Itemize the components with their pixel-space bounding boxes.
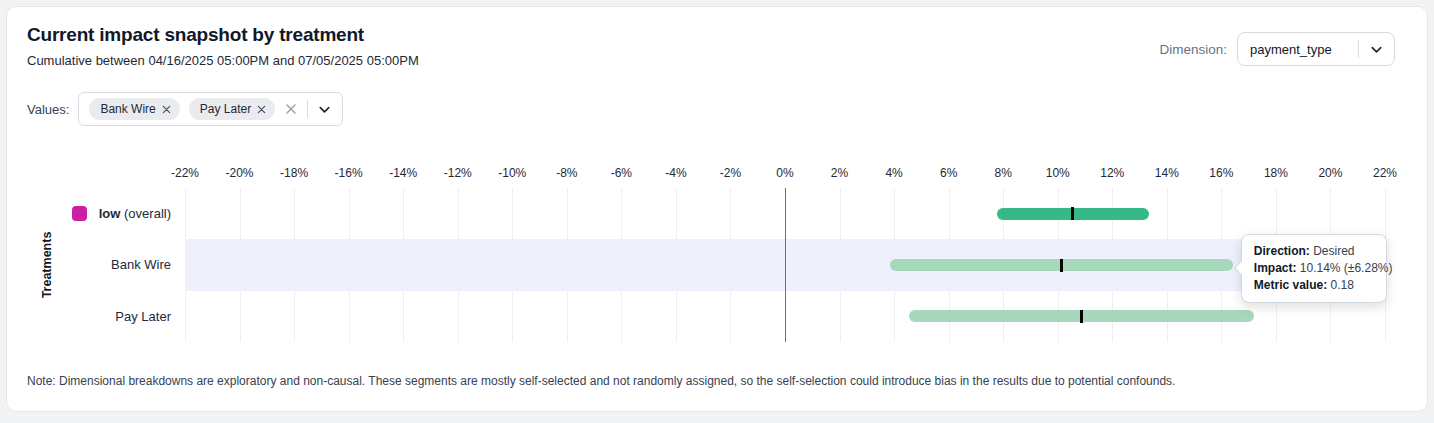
x-axis-tick-labels: -22%-20%-18%-16%-14%-12%-10%-8%-6%-4%-2%… <box>185 166 1385 182</box>
treatment-label-text: low (overall) <box>99 206 171 221</box>
page-title: Current impact snapshot by treatment <box>27 24 419 46</box>
x-axis-tick-label: 20% <box>1318 166 1342 180</box>
chip-label: Bank Wire <box>100 102 155 116</box>
legend-swatch <box>72 206 87 221</box>
values-label: Values: <box>27 102 69 117</box>
impact-point-marker <box>1060 259 1063 272</box>
x-axis-tick-label: 0% <box>776 166 793 180</box>
treatment-label: low (overall) <box>7 188 171 239</box>
impact-point-marker <box>1071 207 1074 220</box>
footnote: Note: Dimensional breakdowns are explora… <box>27 374 1407 388</box>
dimension-select[interactable]: payment_type <box>1237 32 1395 66</box>
x-axis-tick-label: 6% <box>940 166 957 180</box>
impact-range-chart: Treatments -22%-20%-18%-16%-14%-12%-10%-… <box>7 166 1427 344</box>
chevron-down-icon[interactable] <box>317 102 332 117</box>
treatment-label-text: Bank Wire <box>111 257 171 272</box>
tooltip-line: Metric value: 0.18 <box>1254 277 1374 294</box>
x-axis-tick-label: 16% <box>1209 166 1233 180</box>
zero-axis-line <box>785 188 786 342</box>
x-axis-tick-label: -12% <box>444 166 472 180</box>
header-left: Current impact snapshot by treatment Cum… <box>27 24 419 68</box>
x-axis-tick-label: 2% <box>831 166 848 180</box>
x-axis-tick-label: -4% <box>665 166 686 180</box>
chip-label: Pay Later <box>200 102 251 116</box>
dimension-label: Dimension: <box>1159 42 1227 57</box>
x-axis-tick-label: 14% <box>1155 166 1179 180</box>
x-axis-tick-label: 22% <box>1373 166 1397 180</box>
tooltip-line: Direction: Desired <box>1254 243 1374 260</box>
values-filter-row: Values: Bank Wire Pay Later <box>27 92 1427 126</box>
values-multiselect[interactable]: Bank Wire Pay Later <box>78 92 343 126</box>
plot-area: Direction: DesiredImpact: 10.14% (±6.28%… <box>185 188 1385 342</box>
value-chip[interactable]: Bank Wire <box>89 98 179 120</box>
x-axis-tick-label: 8% <box>995 166 1012 180</box>
treatment-label: Bank Wire <box>7 239 171 290</box>
treatment-label: Pay Later <box>7 291 171 342</box>
dimension-selected-value: payment_type <box>1250 42 1348 57</box>
treatment-label-text: Pay Later <box>115 309 171 324</box>
value-chip[interactable]: Pay Later <box>189 98 275 120</box>
x-axis-tick-label: 18% <box>1264 166 1288 180</box>
impact-point-marker <box>1080 310 1083 323</box>
x-axis-tick-label: -20% <box>226 166 254 180</box>
x-axis-tick-label: -22% <box>171 166 199 180</box>
tooltip-line: Impact: 10.14% (±6.28%) <box>1254 260 1374 277</box>
chip-remove-icon[interactable] <box>162 105 171 114</box>
x-axis-tick-label: 12% <box>1100 166 1124 180</box>
date-range-subtitle: Cumulative between 04/16/2025 05:00PM an… <box>27 53 419 68</box>
select-divider <box>1358 40 1359 58</box>
x-axis-tick-label: -10% <box>498 166 526 180</box>
x-axis-tick-label: -8% <box>556 166 577 180</box>
treatment-row-labels: low (overall) Bank Wire Pay Later <box>7 188 185 342</box>
clear-all-icon[interactable] <box>284 102 298 116</box>
x-axis-tick-label: -18% <box>280 166 308 180</box>
chip-remove-icon[interactable] <box>257 105 266 114</box>
values-divider <box>307 100 308 118</box>
hover-tooltip: Direction: DesiredImpact: 10.14% (±6.28%… <box>1241 234 1387 303</box>
x-axis-tick-label: -6% <box>611 166 632 180</box>
x-axis-tick-label: -2% <box>720 166 741 180</box>
x-axis-tick-label: 4% <box>885 166 902 180</box>
x-axis-tick-label: -14% <box>389 166 417 180</box>
dimension-control: Dimension: payment_type <box>1159 32 1395 66</box>
chevron-down-icon[interactable] <box>1369 42 1384 57</box>
card-header: Current impact snapshot by treatment Cum… <box>7 7 1427 68</box>
impact-snapshot-card: Current impact snapshot by treatment Cum… <box>6 6 1428 412</box>
x-axis-tick-label: 10% <box>1046 166 1070 180</box>
selected-value-chips: Bank Wire Pay Later <box>89 98 275 120</box>
x-axis-tick-label: -16% <box>335 166 363 180</box>
